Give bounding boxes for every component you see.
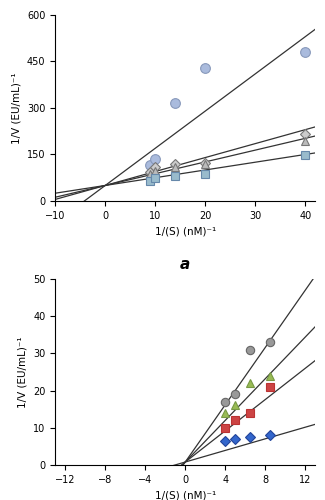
X-axis label: 1/(S) (nM)⁻¹: 1/(S) (nM)⁻¹ xyxy=(155,226,216,236)
Y-axis label: 1/V (EU/mL)⁻¹: 1/V (EU/mL)⁻¹ xyxy=(11,72,21,144)
Text: a: a xyxy=(180,256,190,272)
Y-axis label: 1/V (EU/mL)⁻¹: 1/V (EU/mL)⁻¹ xyxy=(18,336,28,408)
X-axis label: 1/(S) (nM)⁻¹: 1/(S) (nM)⁻¹ xyxy=(155,490,216,500)
